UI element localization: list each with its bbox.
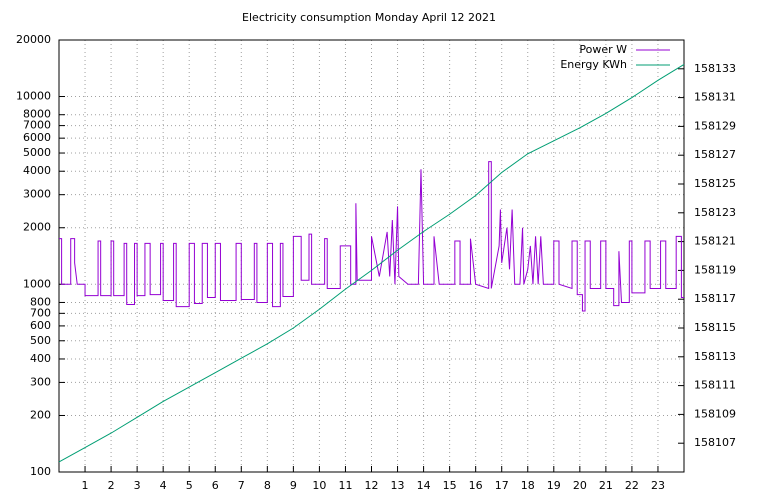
x-tick-label: 17 <box>495 479 509 492</box>
y-tick-label: 3000 <box>23 188 51 201</box>
x-tick-label: 6 <box>212 479 219 492</box>
y-tick-label: 500 <box>30 334 51 347</box>
y2-tick-label: 158133 <box>694 62 736 75</box>
y2-tick-label: 158131 <box>694 91 736 104</box>
x-tick-label: 18 <box>521 479 535 492</box>
y2-tick-label: 158107 <box>694 436 736 449</box>
legend-label: Energy KWh <box>560 58 627 71</box>
plot-border <box>58 39 685 473</box>
x-tick-label: 8 <box>264 479 271 492</box>
y-tick-label: 7000 <box>23 119 51 132</box>
y-tick-label: 4000 <box>23 164 51 177</box>
x-tick-label: 3 <box>134 479 141 492</box>
y2-tick-label: 158129 <box>694 119 736 132</box>
x-tick-label: 9 <box>290 479 297 492</box>
x-tick-label: 14 <box>417 479 431 492</box>
x-tick-label: 20 <box>573 479 587 492</box>
y2-tick-label: 158127 <box>694 148 736 161</box>
x-tick-label: 10 <box>312 479 326 492</box>
y-tick-label: 2000 <box>23 221 51 234</box>
x-tick-label: 22 <box>625 479 639 492</box>
series-line <box>58 64 685 463</box>
y2-tick-label: 158109 <box>694 407 736 420</box>
y-tick-label: 8000 <box>23 108 51 121</box>
y-tick-label: 400 <box>30 352 51 365</box>
x-tick-label: 19 <box>547 479 561 492</box>
y-tick-label: 5000 <box>23 146 51 159</box>
x-tick-label: 4 <box>160 479 167 492</box>
y2-tick-label: 158115 <box>694 321 736 334</box>
y-tick-label: 6000 <box>23 131 51 144</box>
y2-tick-label: 158113 <box>694 350 736 363</box>
x-tick-label: 1 <box>82 479 89 492</box>
x-tick-label: 16 <box>469 479 483 492</box>
y2-tick-label: 158121 <box>694 235 736 248</box>
y2-tick-label: 158123 <box>694 206 736 219</box>
x-tick-label: 12 <box>365 479 379 492</box>
y-tick-label: 700 <box>30 306 51 319</box>
y-tick-label: 800 <box>30 295 51 308</box>
x-tick-label: 7 <box>238 479 245 492</box>
y-tick-label: 10000 <box>16 90 51 103</box>
y-tick-label: 1000 <box>23 277 51 290</box>
y-tick-label: 600 <box>30 319 51 332</box>
x-tick-label: 11 <box>338 479 352 492</box>
chart-title: Electricity consumption Monday April 12 … <box>242 11 496 24</box>
y-tick-label: 300 <box>30 375 51 388</box>
y-tick-label: 200 <box>30 408 51 421</box>
x-tick-label: 15 <box>443 479 457 492</box>
x-tick-label: 2 <box>108 479 115 492</box>
y2-tick-label: 158119 <box>694 263 736 276</box>
x-tick-label: 13 <box>391 479 405 492</box>
y-tick-label: 100 <box>30 465 51 478</box>
x-tick-label: 5 <box>186 479 193 492</box>
y-tick-label: 20000 <box>16 33 51 46</box>
x-tick-label: 21 <box>599 479 613 492</box>
y2-tick-label: 158125 <box>694 177 736 190</box>
y2-tick-label: 158117 <box>694 292 736 305</box>
legend-label: Power W <box>579 43 627 56</box>
x-tick-label: 23 <box>651 479 665 492</box>
y2-tick-label: 158111 <box>694 379 736 392</box>
